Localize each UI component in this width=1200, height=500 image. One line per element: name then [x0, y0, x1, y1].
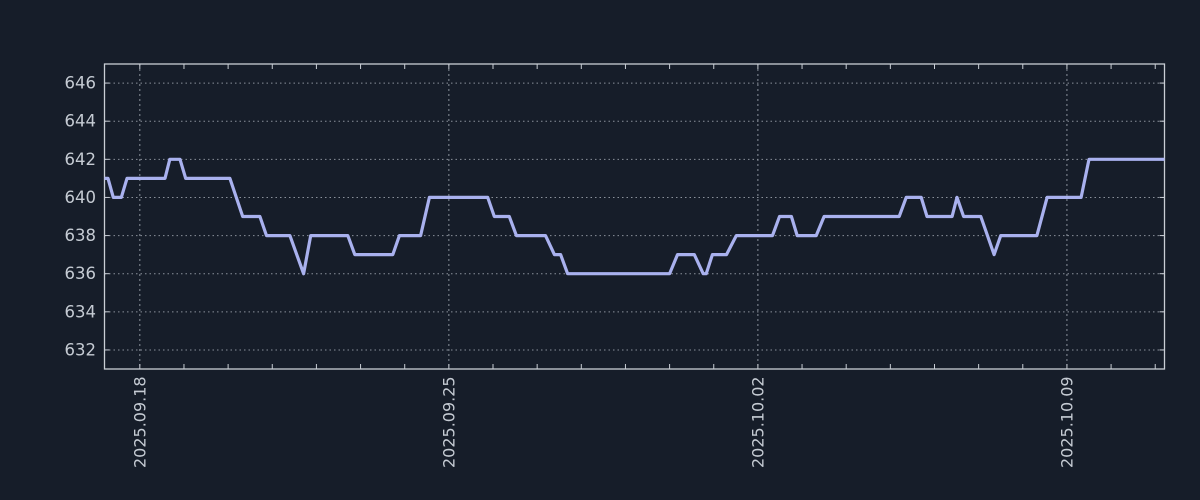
- x-tick-label: 2025.09.18: [130, 376, 149, 468]
- x-tick-label: 2025.10.09: [1057, 376, 1076, 468]
- x-tick-label: 2025.10.02: [748, 376, 767, 468]
- y-tick-label: 638: [65, 226, 97, 245]
- x-tick-label: 2025.09.25: [439, 376, 458, 468]
- y-tick-label: 632: [65, 340, 97, 359]
- y-tick-label: 644: [65, 112, 97, 131]
- series-line: [104, 157, 1165, 276]
- y-tick-label: 640: [65, 188, 97, 207]
- y-tick-label: 636: [65, 264, 97, 283]
- y-tick-label: 646: [65, 74, 97, 93]
- y-tick-label: 642: [65, 150, 97, 169]
- y-tick-label: 634: [65, 302, 97, 321]
- plot-border: [103, 63, 1166, 370]
